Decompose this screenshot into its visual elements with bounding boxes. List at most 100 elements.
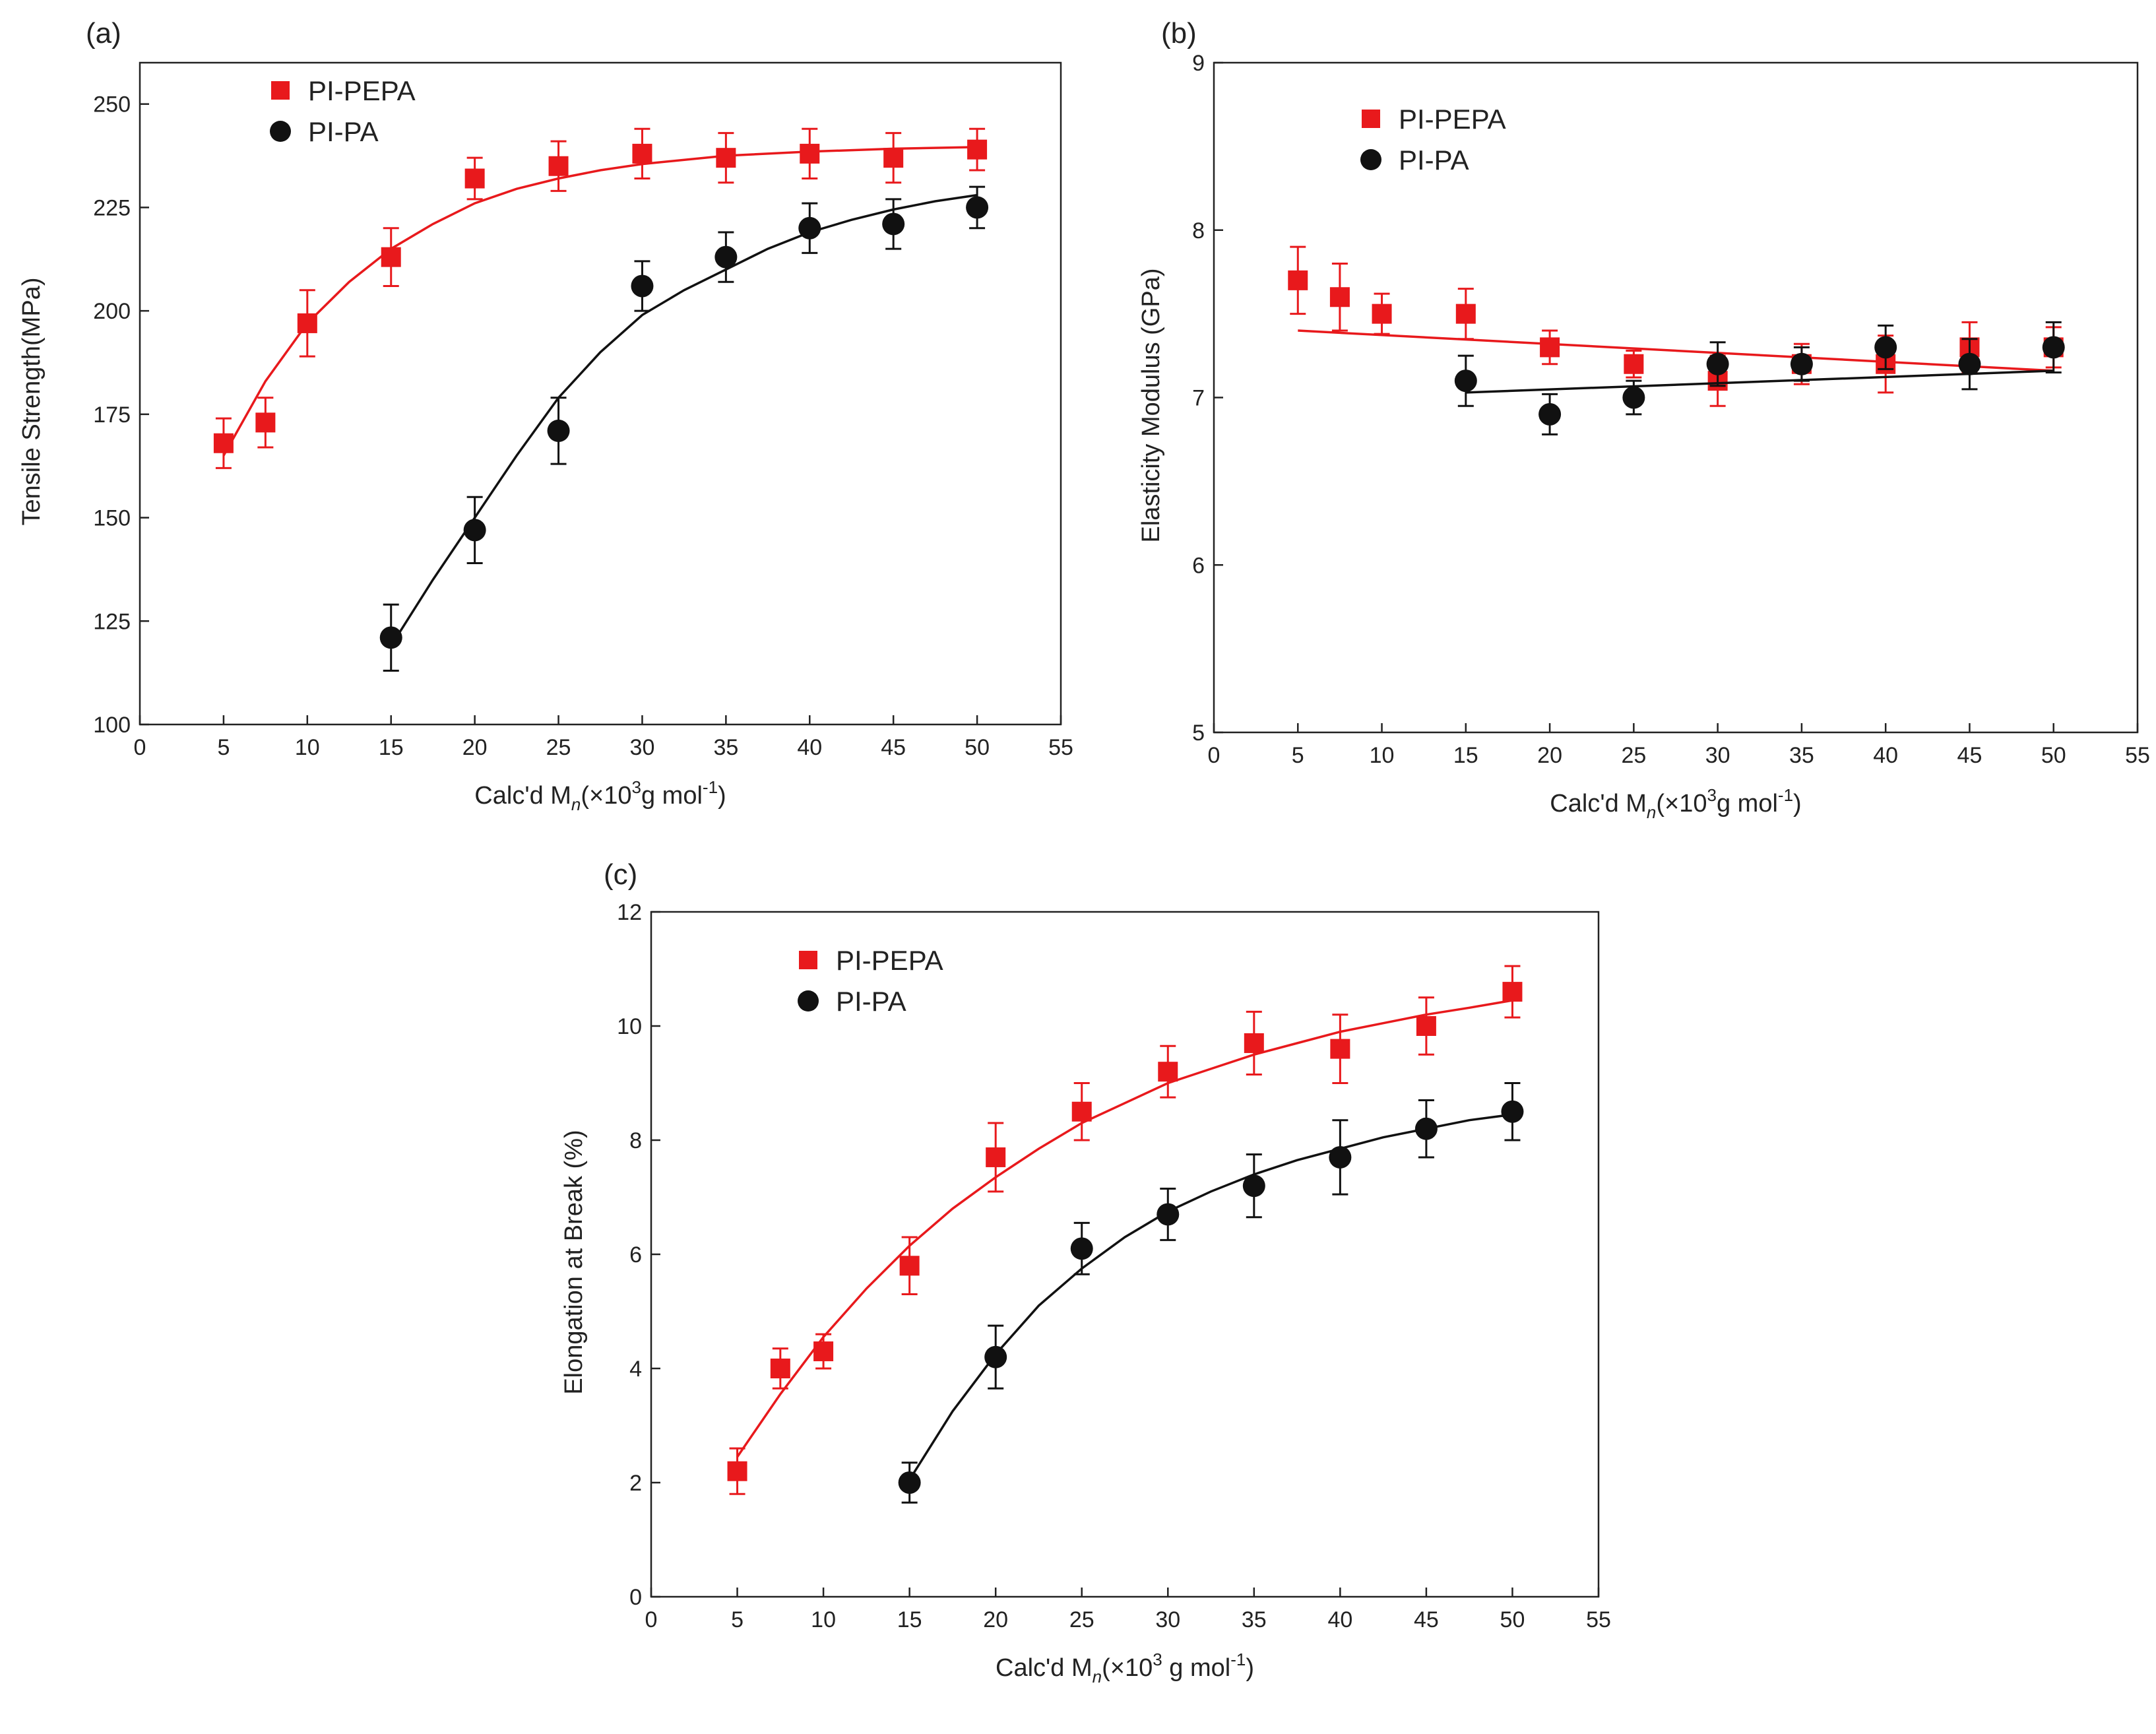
data-point	[1070, 1221, 1093, 1275]
x-tick-label: 15	[1453, 743, 1478, 768]
fit-line	[908, 1113, 1513, 1481]
series-PI-PA: PI-PA	[798, 986, 1524, 1504]
data-point	[213, 417, 234, 469]
x-axis-title-part-1: n	[1093, 1667, 1102, 1686]
y-tick-label: 5	[1192, 721, 1205, 746]
x-axis-title-part-4: g mol	[1162, 1654, 1230, 1682]
point-marker-circle	[714, 245, 738, 269]
data-point	[379, 603, 402, 672]
point-marker-circle	[1706, 352, 1729, 375]
data-point	[2042, 321, 2065, 373]
x-tick-label: 15	[897, 1607, 922, 1632]
point-marker-circle	[1958, 352, 1981, 375]
point-marker-square	[1158, 1062, 1178, 1082]
x-tick-label: 55	[1586, 1607, 1611, 1632]
point-marker-square	[899, 1256, 920, 1276]
chart-panel-1: 0 5 10 15 20 25 30 35 40 45 50 55 100 125 150 175 200 225…	[18, 17, 1073, 814]
chart-panel-2: 0 5 10 15 20 25 30 35 40 45 50 5556789(b)Elasticity…	[1137, 17, 2150, 822]
y-tick-label: 4	[629, 1357, 642, 1382]
point-marker-circle	[898, 1471, 921, 1494]
data-point	[966, 185, 989, 230]
x-tick-label: 30	[1155, 1607, 1180, 1632]
data-point	[1874, 324, 1897, 370]
x-tick-label: 55	[1048, 735, 1073, 760]
point-marker-square	[967, 139, 988, 160]
data-point	[1706, 341, 1729, 387]
x-tick-label: 10	[1370, 743, 1395, 768]
x-axis-title-part-3: 3	[1153, 1650, 1162, 1669]
legend-label: PI-PEPA	[836, 945, 943, 976]
data-point	[798, 202, 821, 254]
x-tick-label: 0	[1208, 743, 1221, 768]
data-point	[898, 1461, 921, 1504]
data-point	[984, 1324, 1007, 1390]
y-tick-label: 12	[617, 900, 642, 925]
y-tick-label: 6	[629, 1242, 642, 1268]
x-axis-title-part-6: )	[718, 782, 726, 810]
x-tick-label: 5	[731, 1607, 744, 1632]
series-PI-PA: PI-PA	[1360, 144, 2065, 435]
x-axis-title-part-6: )	[1246, 1654, 1254, 1682]
y-axis-title: Elasticity Modulus (GPa)	[1137, 268, 1165, 542]
data-point	[1158, 1044, 1178, 1099]
point-marker-square	[727, 1461, 747, 1481]
legend-label: PI-PEPA	[1399, 104, 1506, 135]
y-tick-label: 200	[93, 299, 131, 324]
x-axis-title-part-5: -1	[1230, 1650, 1246, 1669]
data-point	[632, 127, 652, 180]
x-tick-label: 0	[134, 735, 146, 760]
data-point	[1540, 329, 1560, 366]
point-marker-circle	[463, 519, 486, 542]
point-marker-square	[1502, 982, 1523, 1002]
data-point	[1502, 965, 1523, 1019]
point-marker-square	[800, 143, 820, 164]
point-marker-square	[297, 313, 317, 333]
y-tick-label: 100	[93, 713, 131, 738]
point-marker-circle	[547, 419, 570, 442]
panel-label: (c)	[604, 858, 637, 891]
point-marker-circle	[1874, 336, 1897, 359]
point-marker-circle	[631, 274, 654, 298]
legend-marker-square	[799, 951, 817, 969]
data-point	[1790, 346, 1813, 382]
data-point	[1414, 1099, 1438, 1159]
fit-line	[222, 146, 978, 457]
x-axis-title-part-3: 3	[632, 777, 641, 797]
x-tick-label: 40	[1327, 1607, 1352, 1632]
data-point	[1330, 1013, 1350, 1084]
point-marker-square	[1540, 337, 1560, 358]
x-axis-title-part-1: n	[1647, 802, 1656, 822]
data-point	[882, 198, 905, 250]
legend-marker-circle	[1360, 149, 1381, 170]
legend-marker-square	[271, 81, 290, 100]
x-tick-label: 50	[965, 735, 990, 760]
x-axis-title-part-0: Calc'd M	[1550, 790, 1647, 818]
point-marker-square	[548, 156, 569, 176]
point-marker-square	[716, 148, 736, 168]
x-tick-label: 15	[379, 735, 404, 760]
data-point	[727, 1447, 747, 1495]
data-point	[1622, 379, 1645, 416]
fit-line	[390, 193, 978, 647]
point-marker-circle	[966, 196, 989, 219]
point-marker-circle	[379, 626, 402, 649]
x-axis-title-part-6: )	[1793, 790, 1802, 818]
y-tick-label: 6	[1192, 553, 1205, 578]
x-tick-label: 5	[217, 735, 230, 760]
point-marker-square	[1071, 1101, 1092, 1122]
point-marker-circle	[1501, 1100, 1524, 1123]
data-point	[1416, 996, 1436, 1056]
point-marker-square	[1372, 304, 1392, 324]
data-point	[297, 289, 317, 358]
x-tick-label: 0	[645, 1607, 658, 1632]
data-point	[463, 496, 486, 565]
data-point	[716, 132, 736, 184]
point-marker-square	[770, 1359, 790, 1378]
point-marker-square	[255, 412, 276, 433]
point-marker-square	[986, 1147, 1006, 1167]
y-axis-title: Elongation at Break (%)	[560, 1130, 588, 1394]
legend-label: PI-PEPA	[308, 75, 416, 106]
plot-frame	[139, 61, 1062, 726]
legend-label: PI-PA	[836, 986, 906, 1017]
series-PI-PEPA: PI-PEPA	[213, 75, 988, 469]
